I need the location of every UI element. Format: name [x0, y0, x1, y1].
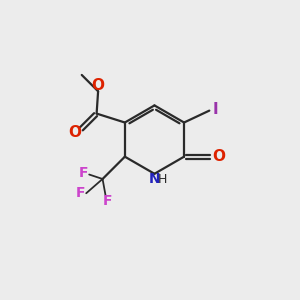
Text: O: O	[212, 149, 225, 164]
Text: F: F	[79, 166, 88, 180]
Text: F: F	[76, 186, 86, 200]
Text: O: O	[68, 125, 81, 140]
Text: I: I	[212, 102, 218, 117]
Text: N: N	[148, 172, 160, 186]
Text: O: O	[92, 78, 105, 93]
Text: F: F	[102, 194, 112, 208]
Text: H: H	[158, 172, 167, 186]
